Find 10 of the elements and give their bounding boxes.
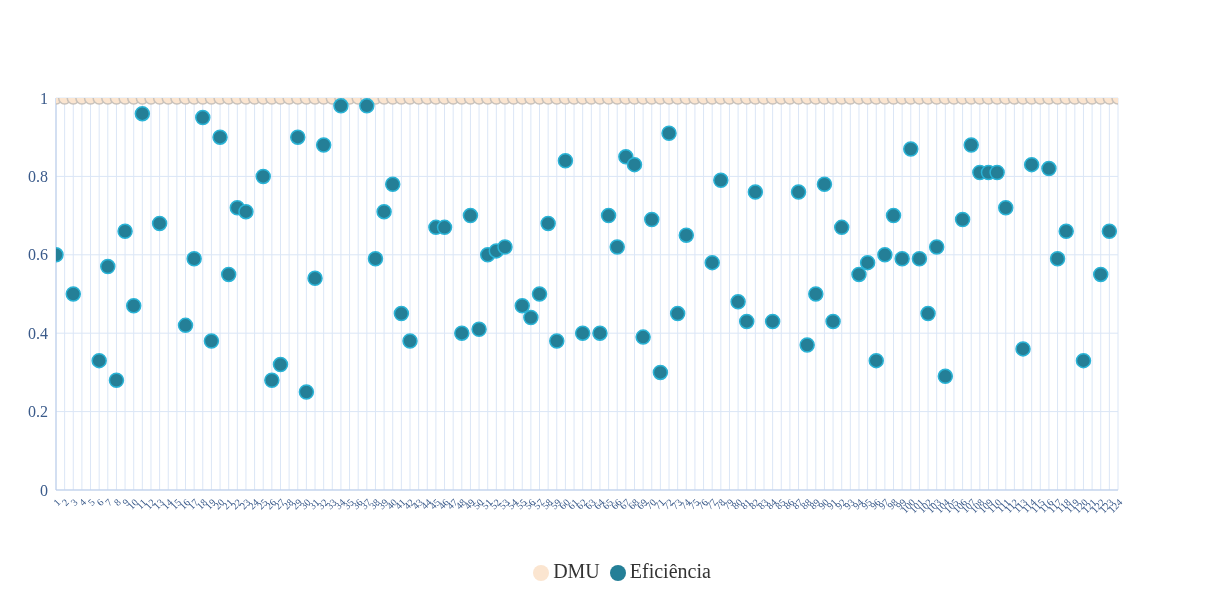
y-tick-label: 0.6 bbox=[28, 246, 48, 264]
x-tick-label: 6 bbox=[94, 496, 106, 508]
y-tick-label: 0.8 bbox=[28, 168, 48, 186]
y-tick-label: 0.4 bbox=[28, 324, 48, 342]
x-tick-label: 8 bbox=[111, 496, 123, 508]
y-tick-label: 1 bbox=[40, 89, 48, 107]
legend-label: DMU bbox=[553, 560, 600, 582]
legend-label: Eficiência bbox=[629, 560, 711, 582]
y-tick-label: 0.2 bbox=[28, 403, 48, 421]
y-tick-label: 0 bbox=[40, 481, 48, 499]
